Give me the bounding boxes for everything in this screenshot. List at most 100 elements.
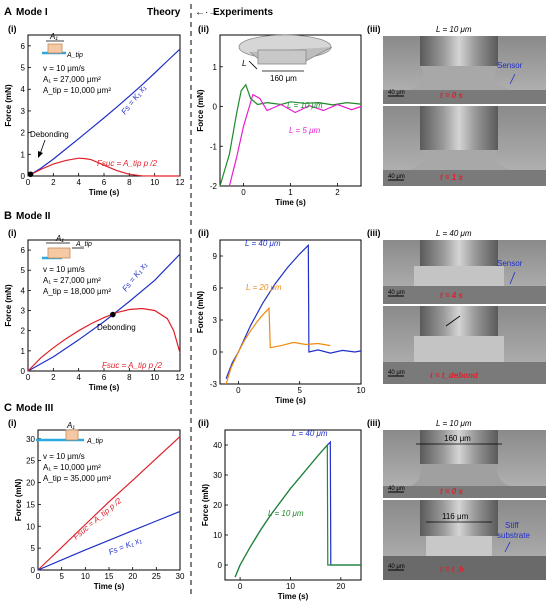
fsuc-label: Fsuc = A_tip p /2 [102, 361, 163, 370]
legend-L10: L = 10 μm [268, 509, 304, 518]
param-line: v = 10 μm/s [43, 452, 85, 461]
y-tick-label: -1 [210, 142, 218, 151]
y-tick-label: 30 [213, 471, 222, 480]
y-axis-label: Force (mN) [196, 291, 205, 334]
subpanel-label: (ii) [198, 228, 209, 238]
param-line: A_tip = 18,000 μm² [43, 287, 111, 296]
subpanel-label: (ii) [198, 24, 209, 34]
photo-caption: L = 40 μm [436, 229, 472, 238]
y-tick-label: 3 [21, 107, 26, 116]
y-tick-label: 5 [31, 544, 36, 553]
row-mode: Mode II [16, 211, 51, 222]
subpanel-label: (iii) [367, 24, 381, 34]
series-line [27, 48, 181, 177]
y-tick-label: 15 [26, 500, 35, 509]
scale-label: 40 μm [388, 90, 405, 96]
scale-label: 40 μm [388, 486, 405, 492]
x-tick-label: 15 [105, 572, 114, 581]
y-axis-label: Force (mN) [196, 89, 205, 132]
legend-L10: L = 10 μm [287, 101, 323, 110]
photo-A-top: Sensor 40 μm t = 0 s [383, 36, 546, 104]
schematic-mode1: A₁ A_tip [42, 32, 83, 59]
x-axis-label: Time (s) [89, 383, 120, 392]
y-tick-label: -2 [210, 182, 218, 191]
y-tick-label: 6 [21, 246, 26, 255]
dim-116-label: 116 μm [442, 512, 469, 521]
photo-C-top: 160 μm 40 μm t = 0 s [383, 430, 546, 498]
photo-A-bottom: 40 μm t = 1 s [383, 106, 546, 186]
series-line [225, 306, 331, 385]
schematic-mode3: A₁ A_tip [36, 421, 103, 445]
y-tick-label: 3 [213, 316, 218, 325]
photo-C-bottom: 116 μm Stiff substrate 40 μm t = t_b [383, 500, 546, 580]
y-axis-label: Force (mN) [4, 84, 13, 127]
y-tick-label: 4 [21, 85, 26, 94]
x-tick-label: 20 [128, 572, 137, 581]
y-tick-label: 1 [213, 63, 218, 72]
schematic-mode2: A₁ A_tip [42, 234, 92, 260]
series-line [37, 436, 181, 571]
photo-caption: L = 10 μm [436, 25, 472, 34]
scale-label: 40 μm [388, 174, 405, 180]
y-tick-label: 6 [213, 284, 218, 293]
chart-mode3-experiment: 0 10 20 0 10 20 30 40 Time (s) Force (mN) [201, 429, 362, 601]
x-tick-label: 25 [152, 572, 161, 581]
y-tick-label: 25 [26, 457, 35, 466]
header-experiments: Experiments [213, 7, 273, 18]
x-tick-label: 20 [336, 582, 345, 591]
double-arrow-icon: ←·→ [195, 7, 218, 18]
series-line [219, 83, 362, 187]
photo-B-top: Sensor 40 μm t = 4 s [383, 240, 546, 304]
x-tick-label: 10 [150, 373, 159, 382]
x-tick-label: 10 [286, 582, 295, 591]
param-line: A₁ = 27,000 μm² [43, 276, 101, 285]
param-line: A_tip = 35,000 μm² [43, 474, 111, 483]
param-line: v = 10 μm/s [43, 265, 85, 274]
dim-160-label: 160 μm [270, 74, 297, 83]
series-line [228, 93, 362, 187]
atip-label: A_tip [75, 241, 92, 248]
row-mode: Mode I [16, 7, 48, 18]
x-tick-label: 0 [236, 386, 241, 395]
y-tick-label: 9 [213, 252, 218, 261]
x-tick-label: 6 [102, 178, 107, 187]
subpanel-label: (iii) [367, 418, 381, 428]
series-line [27, 253, 181, 372]
x-axis-label: Time (s) [275, 396, 306, 405]
subpanel-label: (iii) [367, 228, 381, 238]
dim-160-label: 160 μm [444, 434, 471, 443]
row-letter: B [4, 210, 12, 222]
subpanel-label: (ii) [198, 418, 209, 428]
x-tick-label: 12 [176, 178, 185, 187]
y-tick-label: 20 [26, 479, 35, 488]
y-tick-label: 10 [213, 531, 222, 540]
legend-L40: L = 40 μm [292, 429, 328, 438]
y-tick-label: 5 [21, 266, 26, 275]
x-tick-label: 4 [76, 178, 81, 187]
atip-label: A_tip [86, 438, 103, 445]
time-label: t = t_b [440, 565, 464, 574]
param-line: v = 10 μm/s [43, 64, 85, 73]
series-line [225, 243, 362, 379]
debonding-arrow [39, 139, 46, 155]
y-tick-label: 0 [213, 348, 218, 357]
y-tick-label: 40 [213, 441, 222, 450]
plot-frame [224, 429, 362, 581]
sensor-label: Sensor [497, 259, 523, 268]
y-tick-label: -3 [210, 380, 218, 389]
scale-label: 40 μm [388, 290, 405, 296]
L-label: L [242, 59, 246, 68]
x-tick-label: 0 [26, 178, 31, 187]
x-tick-label: 5 [59, 572, 64, 581]
y-tick-label: 6 [21, 42, 26, 51]
x-tick-label: 8 [127, 178, 132, 187]
photo-B-bottom: 40 μm t = t_debond [383, 306, 546, 384]
row-mode: Mode III [16, 403, 53, 414]
y-tick-label: 0 [31, 566, 36, 575]
a1-label: A₁ [66, 421, 75, 430]
y-tick-label: 20 [213, 501, 222, 510]
x-tick-label: 0 [241, 188, 246, 197]
series-line [37, 510, 181, 571]
y-tick-label: 2 [21, 129, 26, 138]
series-line [234, 443, 361, 578]
